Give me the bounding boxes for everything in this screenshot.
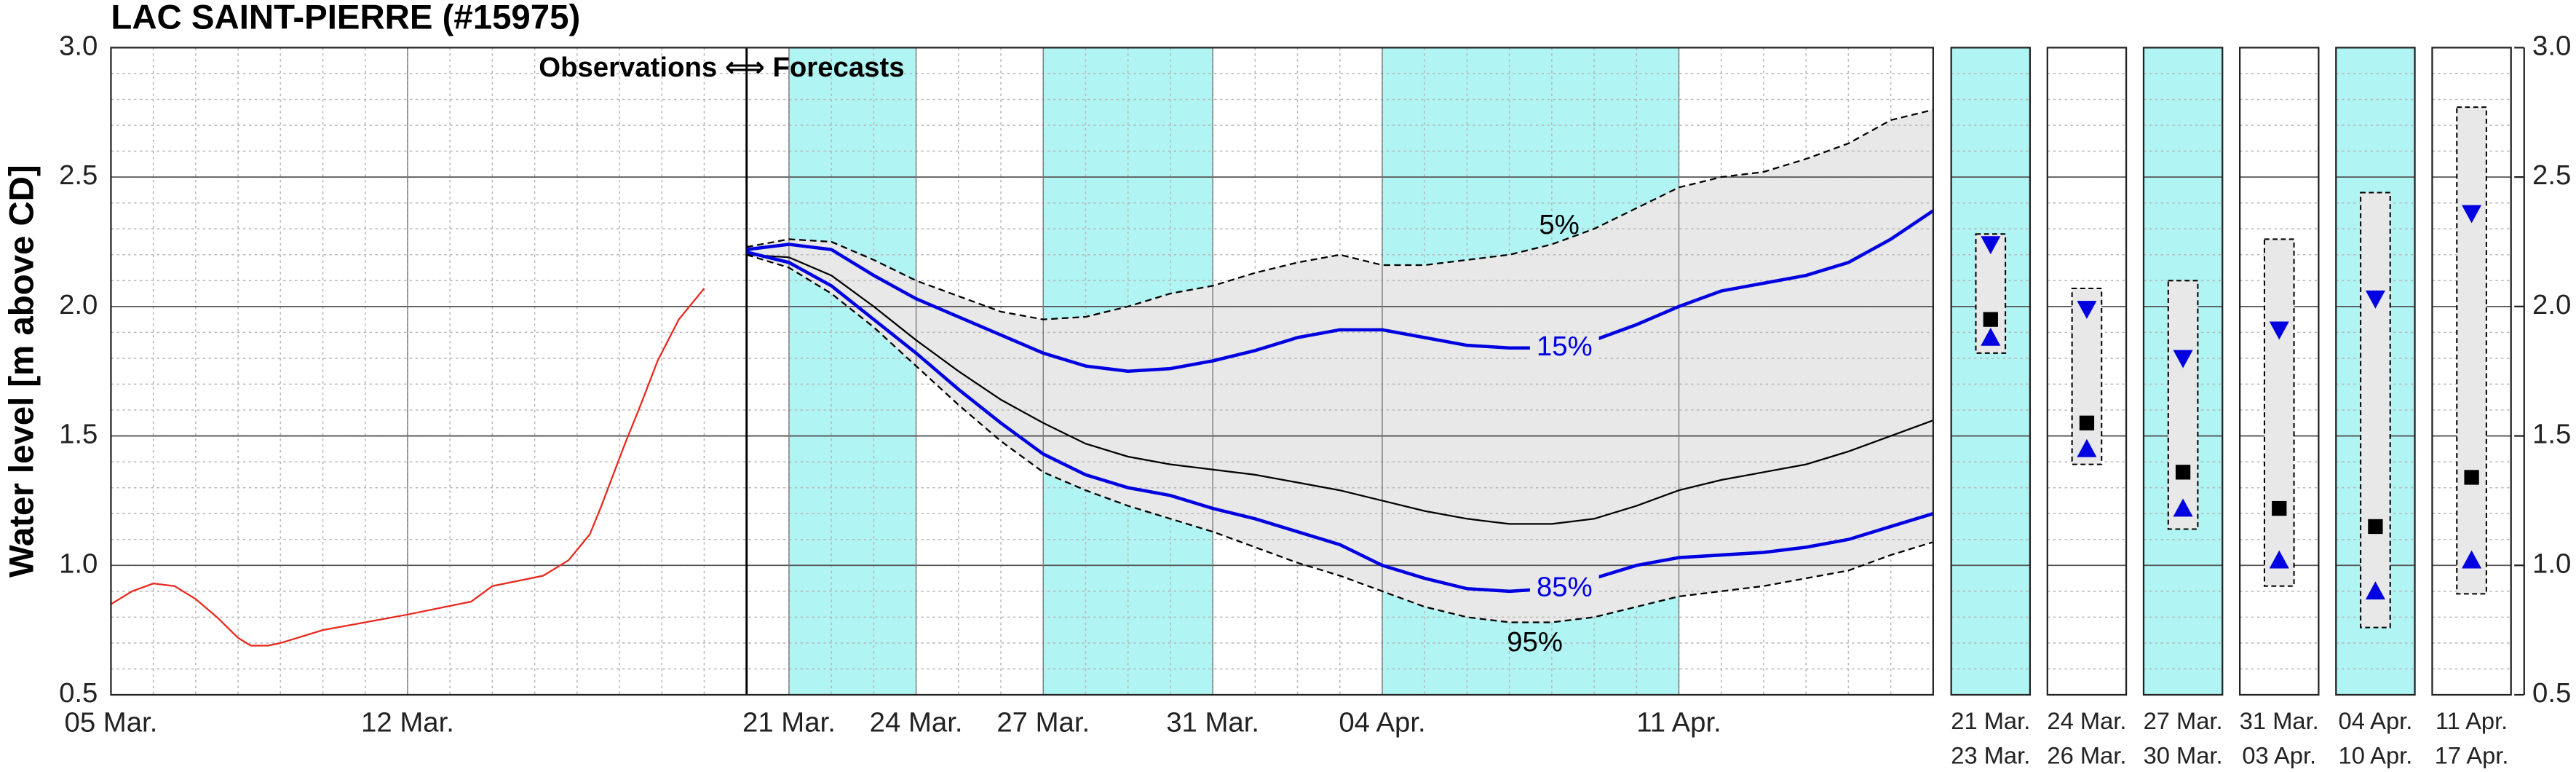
series-line (746, 109, 1934, 320)
y-tick-label: 3.0 (2532, 31, 2571, 62)
y-tick-label: 2.5 (2532, 159, 2571, 191)
y-tick-label: 3.0 (59, 31, 98, 62)
y-tick-label: 1.5 (2532, 419, 2571, 450)
panel-frame (2335, 47, 2416, 696)
category-label: 27 Mar. (2144, 707, 2223, 734)
x-tick-label: 21 Mar. (742, 707, 836, 738)
range-box (2263, 238, 2295, 587)
series-label: 95% (1507, 626, 1563, 658)
category-label: 26 Mar. (2047, 741, 2126, 768)
series-line (746, 209, 1935, 373)
down-marker (2462, 205, 2482, 224)
up-marker (1981, 327, 2001, 346)
x-tick-label: 05 Mar. (65, 707, 158, 738)
label-backdrop (1529, 573, 1599, 604)
down-marker (2365, 290, 2385, 309)
annotation: Observations ⟺ Forecasts (539, 52, 904, 83)
up-marker (2173, 498, 2193, 517)
y-tick-label: 0.5 (2532, 677, 2571, 709)
panel-frame (2142, 47, 2224, 696)
series-label: 85% (1537, 571, 1593, 602)
y-tick-label: 2.0 (59, 289, 98, 320)
series-label: 5% (1539, 209, 1579, 240)
up-marker (2269, 550, 2289, 569)
category-label: 30 Mar. (2144, 741, 2223, 768)
down-marker (2269, 321, 2289, 340)
panel-frame (2239, 47, 2320, 696)
panel-frame (2431, 47, 2512, 696)
y-tick-label: 2.5 (59, 159, 98, 191)
x-tick-label: 04 Apr. (1339, 707, 1425, 738)
median-marker (2272, 500, 2287, 516)
down-marker (1981, 236, 2001, 255)
category-label: 04 Apr. (2339, 707, 2413, 734)
y-axis-label: Water level [m above CD] (2, 165, 41, 578)
x-tick-label: 12 Mar. (361, 707, 454, 738)
category-label: 03 Apr. (2242, 741, 2316, 768)
series-line (110, 288, 705, 647)
x-tick-label: 27 Mar. (996, 707, 1090, 738)
y-tick-label: 1.5 (59, 419, 98, 450)
range-box (2456, 106, 2487, 595)
y-tick-label: 0.5 (59, 677, 98, 709)
plot-frame (110, 47, 1934, 696)
x-tick-label: 31 Mar. (1166, 707, 1259, 738)
category-label: 24 Mar. (2047, 707, 2126, 734)
y-tick-label: 1.0 (59, 548, 98, 579)
median-marker (2079, 415, 2095, 430)
category-label: 11 Apr. (2436, 707, 2508, 734)
shaded-panel (1951, 47, 2030, 696)
median-marker (2175, 465, 2191, 480)
label-backdrop (1529, 333, 1599, 363)
series-label: 15% (1537, 331, 1593, 362)
up-marker (2365, 581, 2385, 600)
down-marker (2173, 350, 2193, 369)
category-label: 17 Apr. (2435, 741, 2509, 768)
median-marker (2368, 519, 2383, 535)
category-label: 23 Mar. (1951, 741, 2030, 768)
series-line (746, 253, 1934, 623)
median-marker (1983, 312, 1998, 327)
panel-frame (2046, 47, 2128, 696)
down-marker (2077, 301, 2097, 319)
shaded-period (788, 47, 916, 696)
category-label: 31 Mar. (2240, 707, 2319, 734)
series-line (746, 251, 1934, 594)
up-marker (2077, 438, 2097, 457)
panel-frame (1950, 47, 2032, 696)
chart-title: LAC SAINT-PIERRE (#15975) (111, 0, 580, 37)
up-marker (2462, 550, 2482, 569)
range-box (2167, 280, 2199, 530)
category-label: 21 Mar. (1951, 707, 2030, 734)
category-label: 10 Apr. (2339, 741, 2413, 768)
series-line (746, 253, 1934, 525)
y-tick-label: 2.0 (2532, 289, 2571, 320)
forecast-envelope (746, 109, 1933, 623)
y-tick-label: 1.0 (2532, 548, 2571, 579)
range-box (2360, 192, 2391, 629)
x-tick-label: 11 Apr. (1636, 707, 1721, 738)
median-marker (2464, 470, 2479, 485)
x-tick-label: 24 Mar. (870, 707, 963, 738)
